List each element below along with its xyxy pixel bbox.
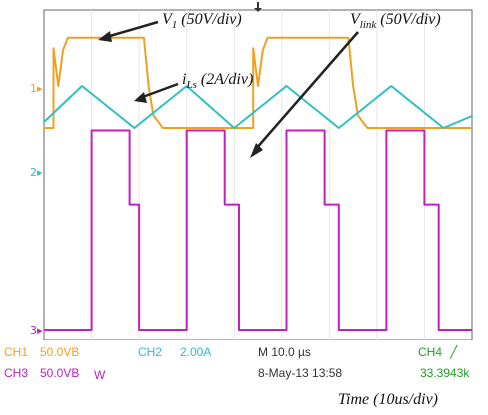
ch2-marker: 2▸: [30, 166, 43, 179]
ch2-label: CH2: [138, 345, 162, 359]
arrowhead-vlink: [250, 143, 263, 158]
arrow-v1: [102, 20, 159, 40]
traces: [43, 36, 473, 331]
annotation-ils: iLs (2A/div): [134, 71, 253, 103]
ch3-marker: 3▸: [30, 324, 43, 337]
ch4-trigger-icon: ╱: [449, 344, 458, 359]
arrow-ils: [139, 82, 179, 100]
arrow-vlink: [254, 31, 359, 151]
status-bar: [0, 340, 488, 385]
trigger-arrow-icon: [254, 8, 262, 12]
ch4-label: CH4: [418, 345, 442, 359]
trace-ch2: [43, 85, 473, 129]
ch3-scale: 50.0VB: [40, 366, 79, 380]
ch1-label: CH1: [4, 345, 28, 359]
datetime: 8-May-13 13:58: [258, 366, 342, 380]
frequency-readout: 33.3943k: [420, 366, 470, 380]
ch3-label: CH3: [4, 366, 28, 380]
ch3-bw-mark: W: [94, 368, 106, 382]
trace-ch1: [44, 36, 472, 129]
svg-text:Vlink (50V/div): Vlink (50V/div): [350, 11, 441, 31]
arrowhead-ils: [134, 92, 147, 103]
plot-area: [43, 9, 473, 341]
svg-text:V1 (50V/div): V1 (50V/div): [162, 11, 242, 31]
time-caption: Time (10us/div): [338, 391, 438, 408]
annotation-v1: V1 (50V/div): [98, 11, 242, 42]
ch2-scale: 2.00A: [180, 345, 211, 359]
svg-text:iLs (2A/div): iLs (2A/div): [182, 71, 253, 91]
ch1-scale: 50.0VB: [40, 345, 79, 359]
timebase: M 10.0 µs: [258, 345, 311, 359]
ch1-marker: 1▸: [30, 82, 43, 95]
arrowhead-v1: [98, 31, 112, 42]
trace-ch3: [44, 129, 472, 331]
annotation-vlink: Vlink (50V/div): [250, 11, 441, 158]
